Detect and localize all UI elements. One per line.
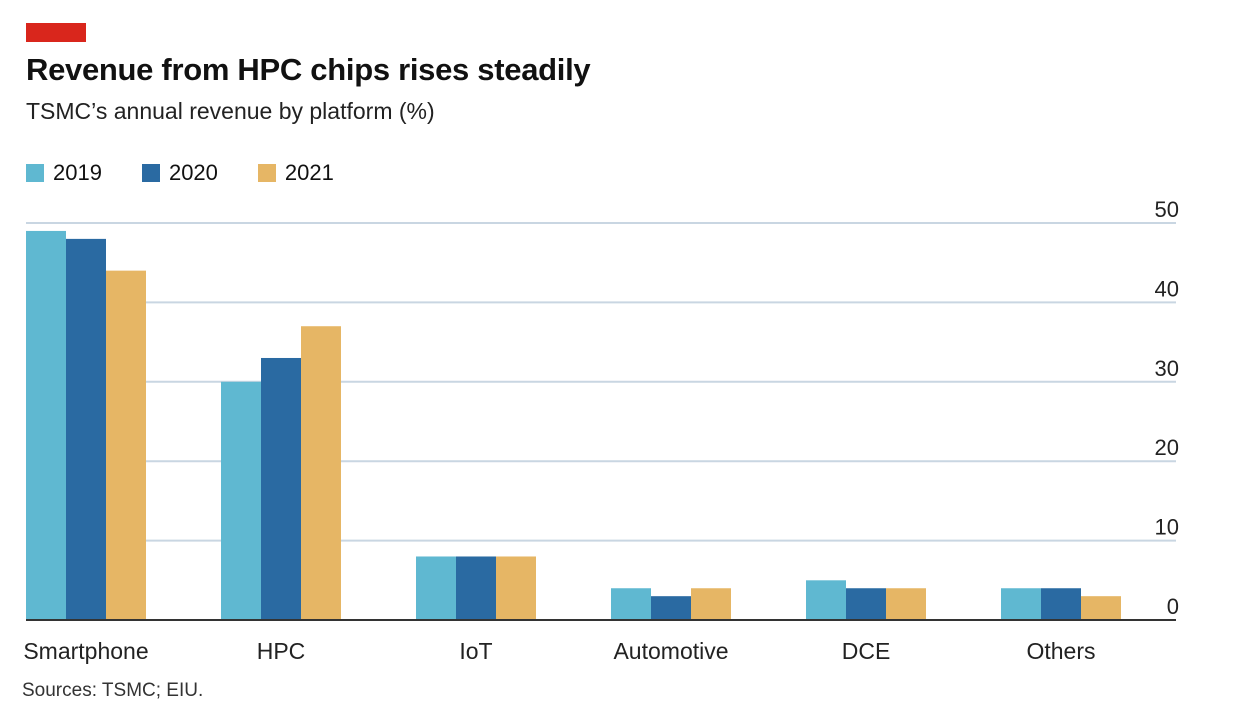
y-tick-label: 0 [1167, 594, 1179, 619]
bar-dce-2019 [806, 580, 846, 620]
y-tick-label: 40 [1155, 276, 1179, 301]
source-note: Sources: TSMC; EIU. [22, 680, 204, 701]
bar-chart: 0 10 20 30 40 50 Smartphone HPC IoT Automotive DCE… [23, 197, 1179, 664]
x-tick-label: Automotive [613, 638, 728, 664]
bar-iot-2020 [456, 556, 496, 620]
legend: 2019 2020 2021 [26, 160, 334, 186]
bar-smartphone-2021 [106, 270, 146, 620]
x-tick-label: DCE [842, 638, 891, 664]
y-tick-label: 50 [1155, 197, 1179, 222]
x-tick-label: Smartphone [23, 638, 148, 664]
legend-label-2019: 2019 [53, 160, 102, 185]
bar-automotive-2020 [651, 596, 691, 620]
bar-automotive-2021 [691, 588, 731, 620]
bar-others-2019 [1001, 588, 1041, 620]
bar-iot-2019 [416, 556, 456, 620]
legend-swatch-2021 [257, 164, 276, 182]
x-tick-label: IoT [459, 638, 492, 664]
bar-hpc-2021 [301, 326, 341, 620]
bar-automotive-2019 [611, 588, 651, 620]
chart-title: Revenue from HPC chips rises steadily [26, 52, 591, 87]
bar-smartphone-2020 [66, 238, 106, 620]
legend-label-2020: 2020 [168, 160, 218, 185]
legend-item-2020: 2020 [141, 160, 218, 186]
legend-item-2019: 2019 [26, 160, 102, 186]
y-tick-label: 30 [1155, 356, 1179, 381]
bar-hpc-2020 [261, 357, 301, 620]
x-tick-label: Others [1026, 638, 1095, 664]
bar-iot-2021 [496, 556, 536, 620]
bar-others-2020 [1041, 588, 1081, 620]
legend-item-2021: 2021 [257, 160, 334, 186]
brand-tag [26, 23, 86, 42]
bar-hpc-2019 [221, 381, 261, 620]
chart-subtitle: TSMC’s annual revenue by platform (%) [26, 98, 435, 124]
legend-swatch-2020 [141, 164, 160, 182]
bar-dce-2020 [846, 588, 886, 620]
legend-swatch-2019 [26, 164, 44, 182]
y-tick-label: 10 [1155, 515, 1179, 540]
x-tick-label: HPC [257, 638, 306, 664]
y-tick-label: 20 [1155, 435, 1179, 460]
legend-label-2021: 2021 [284, 160, 334, 185]
bar-others-2021 [1081, 596, 1121, 620]
bar-smartphone-2019 [26, 230, 66, 620]
bar-dce-2021 [886, 588, 926, 620]
